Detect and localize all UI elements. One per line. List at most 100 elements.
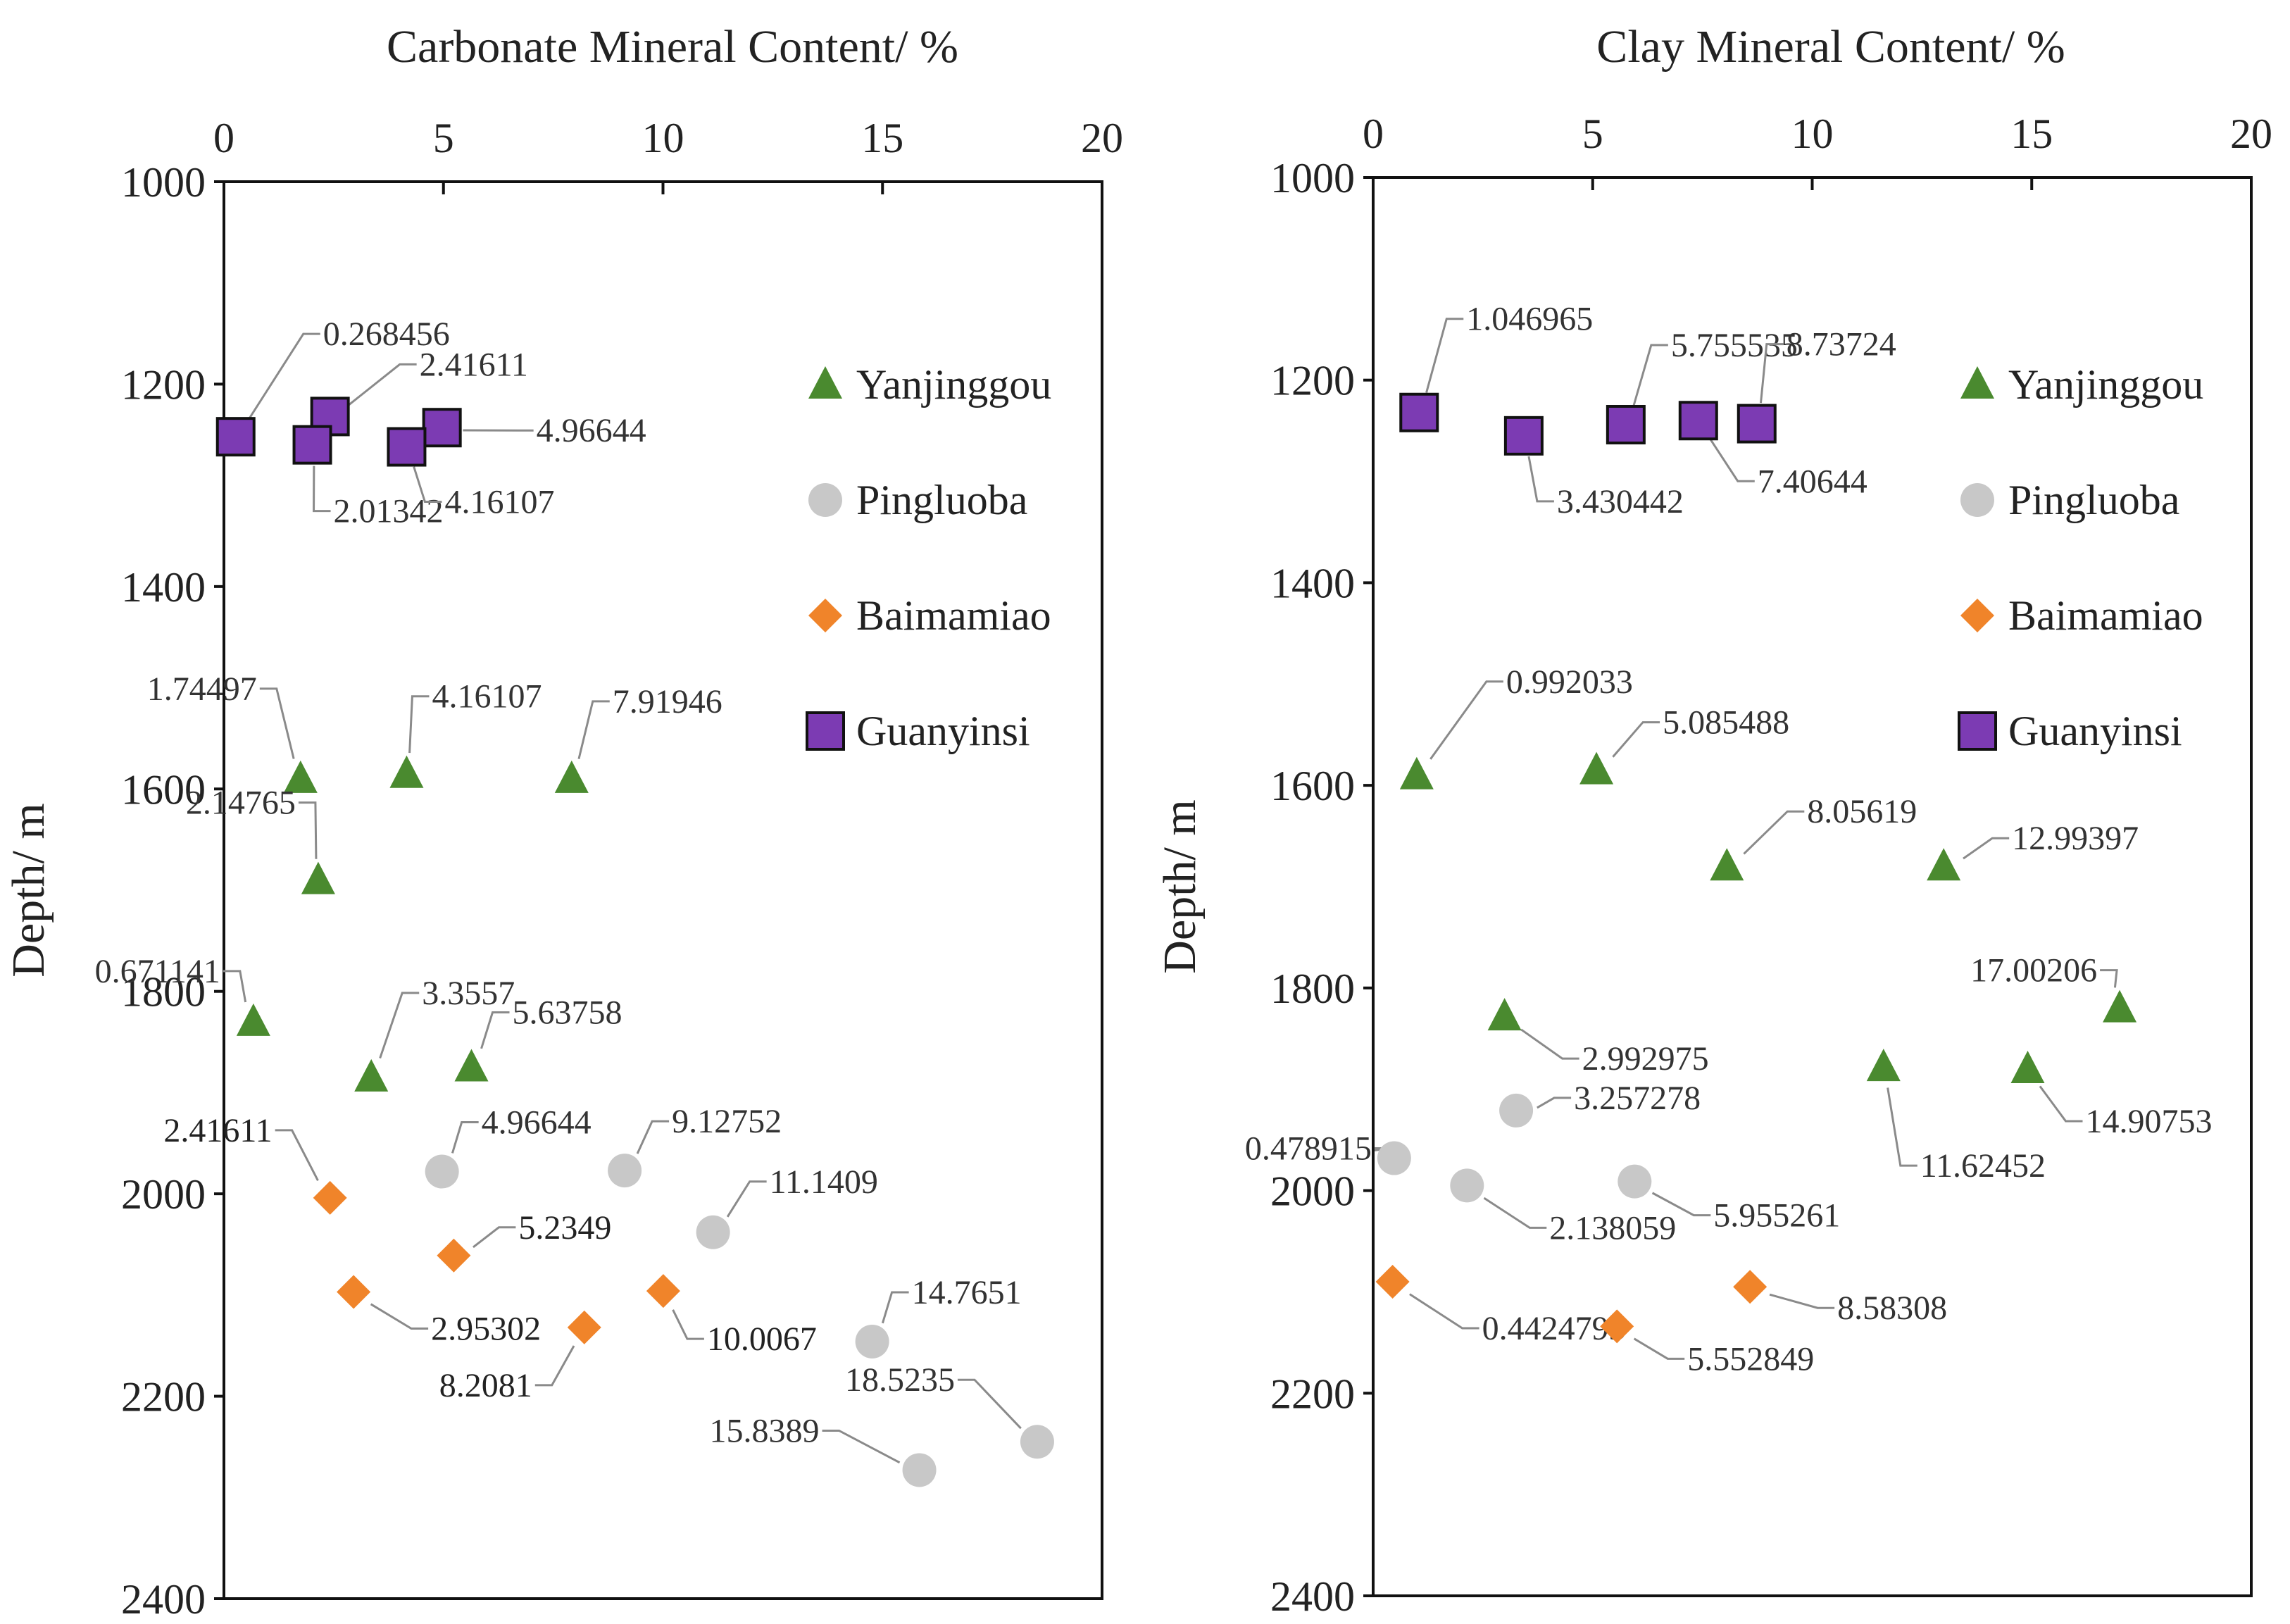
data-point-baimamiao — [567, 1310, 601, 1344]
legend-marker-pingluoba — [1960, 483, 1994, 517]
y-tick-label: 1200 — [1270, 358, 1355, 404]
data-label: 12.99397 — [2012, 820, 2139, 857]
leader-line — [1887, 1087, 1917, 1167]
data-point-yanjinggou — [389, 755, 424, 788]
carbonate-chart-panel: Carbonate Mineral Content/ % Depth/ m 0 5 10… — [3, 21, 1123, 1623]
data-point-baimamiao — [313, 1180, 347, 1215]
data-label: 14.7651 — [912, 1274, 1022, 1311]
legend: Yanjinggou Pingluoba Baimamiao Guanyinsi — [1958, 361, 2203, 754]
data-point-yanjinggou — [283, 760, 318, 793]
data-label: 8.2081 — [439, 1367, 532, 1404]
y-tick-label: 2000 — [121, 1171, 206, 1218]
data-label: 7.91946 — [613, 683, 722, 720]
data-point-yanjinggou — [2103, 989, 2137, 1023]
leader-line — [2100, 969, 2118, 988]
data-point-pingluoba — [902, 1453, 937, 1487]
leader-line — [275, 1129, 319, 1181]
data-label: 5.955261 — [1713, 1197, 1840, 1235]
data-label: 2.41611 — [163, 1112, 272, 1149]
data-point-baimamiao — [1600, 1309, 1634, 1344]
data-point-yanjinggou — [2010, 1050, 2045, 1083]
data-label: 8.73724 — [1787, 326, 1896, 363]
data-point-pingluoba — [1020, 1425, 1054, 1459]
data-point-yanjinggou — [301, 861, 335, 894]
data-point-yanjinggou — [1399, 756, 1434, 789]
leader-line — [822, 1429, 901, 1464]
data-label: 4.16107 — [444, 484, 554, 521]
x-tick-label: 20 — [2230, 111, 2272, 157]
data-point-pingluoba — [1499, 1093, 1534, 1128]
data-point-pingluoba — [608, 1154, 642, 1188]
legend-label-baimamiao: Baimamiao — [856, 592, 1051, 639]
leader-line — [1612, 721, 1660, 758]
series-guanyinsi: 1.046965 3.430442 5.755535 7.40644 8.73724 — [1399, 301, 1896, 520]
data-point-baimamiao — [1733, 1270, 1767, 1304]
y-tick-label: 2200 — [1270, 1370, 1355, 1417]
leader-line — [1963, 837, 2010, 860]
data-label: 2.95302 — [431, 1311, 541, 1348]
legend-label-guanyinsi: Guanyinsi — [2008, 708, 2182, 754]
x-tick-label: 5 — [1582, 111, 1603, 157]
data-point-yanjinggou — [454, 1049, 489, 1082]
legend-marker-yanjinggou — [1960, 366, 1994, 399]
data-point-yanjinggou — [1866, 1049, 1901, 1082]
y-tick-label: 1600 — [1270, 763, 1355, 809]
data-label: 14.90753 — [2085, 1103, 2212, 1140]
leader-line — [1633, 1337, 1685, 1360]
leader-line — [408, 695, 430, 754]
legend-marker-yanjinggou — [808, 366, 842, 399]
x-tick-label: 5 — [433, 115, 454, 161]
data-label: 15.8389 — [710, 1412, 820, 1449]
data-label: 5.2349 — [518, 1209, 611, 1247]
leader-line — [1708, 437, 1755, 482]
leader-line — [957, 1378, 1022, 1430]
data-point-guanyinsi — [292, 425, 332, 465]
x-tick-label: 20 — [1081, 115, 1123, 161]
data-label: 4.96644 — [482, 1104, 592, 1142]
leader-line — [223, 970, 247, 1003]
data-point-pingluoba — [696, 1215, 730, 1249]
data-label: 4.96644 — [537, 412, 646, 449]
x-tick-label: 0 — [1363, 111, 1384, 157]
leader-line — [534, 1345, 575, 1387]
leader-line — [370, 1303, 429, 1330]
data-point-baimamiao — [437, 1238, 471, 1273]
series-baimamiao: 0.4424793 5.552849 8.58308 — [1375, 1265, 1947, 1378]
data-point-baimamiao — [646, 1274, 680, 1308]
leader-line — [413, 466, 442, 504]
y-tick-label: 2200 — [121, 1374, 206, 1420]
legend-marker-guanyinsi — [1958, 711, 1997, 751]
data-label: 5.63758 — [513, 994, 622, 1032]
data-point-yanjinggou — [236, 1003, 270, 1036]
leader-line — [1425, 318, 1464, 393]
data-label: 2.992975 — [1582, 1040, 1709, 1078]
data-label: 0.4424793 — [1482, 1310, 1626, 1347]
legend-marker-baimamiao — [808, 599, 842, 632]
leader-line — [726, 1180, 767, 1218]
data-point-pingluoba — [855, 1324, 889, 1358]
legend-label-pingluoba: Pingluoba — [2008, 477, 2179, 523]
y-axis-label: Depth/ m — [3, 803, 54, 977]
x-tick-label: 10 — [642, 115, 684, 161]
y-tick-label: 1400 — [121, 564, 206, 611]
data-label: 2.138059 — [1549, 1209, 1676, 1247]
leader-line — [1769, 1293, 1835, 1309]
data-point-yanjinggou — [354, 1058, 389, 1092]
chart-title: Carbonate Mineral Content/ % — [387, 21, 958, 73]
data-point-yanjinggou — [1927, 848, 1961, 881]
leader-line — [672, 1309, 704, 1340]
data-label: 8.58308 — [1837, 1289, 1947, 1327]
data-label: 0.671141 — [95, 953, 220, 990]
clay-chart-panel: Clay Mineral Content/ % Depth/ m 0 5 10 15 20 1… — [1154, 21, 2272, 1620]
data-point-pingluoba — [1377, 1141, 1411, 1175]
series-pingluoba: 4.96644 9.12752 11.1409 14.7651 18.5235 15.83… — [425, 1103, 1054, 1487]
data-point-guanyinsi — [1399, 392, 1439, 432]
data-point-guanyinsi — [387, 427, 427, 467]
data-point-guanyinsi — [422, 408, 462, 448]
data-label: 2.41611 — [420, 346, 528, 383]
y-tick-label: 2400 — [1270, 1573, 1355, 1620]
data-label: 11.62452 — [1920, 1147, 2046, 1185]
data-label: 0.992033 — [1506, 663, 1633, 701]
data-label: 8.05619 — [1807, 793, 1917, 830]
